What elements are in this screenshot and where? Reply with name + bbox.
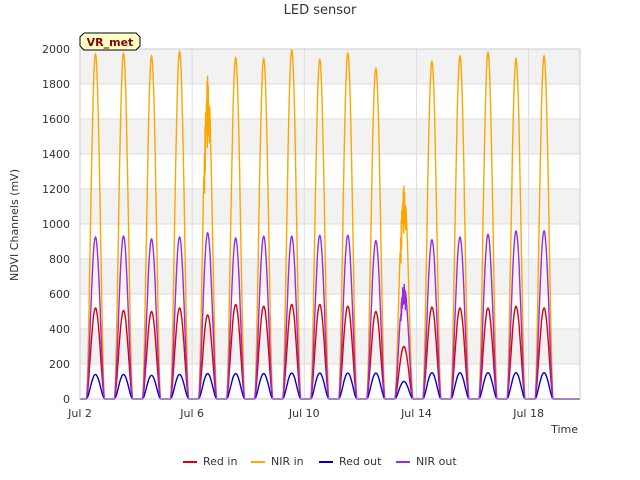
- y-tick-label: 0: [63, 393, 70, 406]
- band: [80, 189, 580, 224]
- y-tick-label: 400: [49, 323, 70, 336]
- legend-entry: NIR in: [271, 455, 304, 468]
- legend-entry: Red in: [203, 455, 237, 468]
- y-tick-label: 200: [49, 358, 70, 371]
- station-badge: VR_met: [79, 32, 141, 51]
- y-tick-label: 600: [49, 288, 70, 301]
- legend-entry: NIR out: [416, 455, 457, 468]
- y-tick-label: 1600: [42, 113, 70, 126]
- x-tick-label: Jul 10: [288, 407, 320, 420]
- y-tick-label: 1400: [42, 148, 70, 161]
- y-tick-label: 1800: [42, 78, 70, 91]
- band: [80, 49, 580, 84]
- x-tick-label: Jul 14: [400, 407, 432, 420]
- chart-title: LED sensor: [284, 3, 357, 18]
- x-tick-label: Jul 18: [512, 407, 544, 420]
- band: [80, 259, 580, 294]
- y-axis-label: NDVI Channels (mV): [8, 169, 21, 281]
- x-tick-label: Jul 6: [179, 407, 204, 420]
- y-tick-label: 800: [49, 253, 70, 266]
- x-tick-label: Jul 2: [67, 407, 92, 420]
- band: [80, 329, 580, 364]
- plot-frame: [79, 48, 581, 400]
- y-tick-label: 1000: [42, 218, 70, 231]
- y-tick-label: 2000: [42, 43, 70, 56]
- band: [80, 119, 580, 154]
- badge-shape: [79, 32, 141, 51]
- y-tick-label: 1200: [42, 183, 70, 196]
- axes: 0 200 400 600 800 1000 1200 1400 1600 1800 2000 Jul…: [42, 43, 581, 420]
- legend: Red in NIR in Red out NIR out: [183, 455, 457, 468]
- x-axis-label: Time: [550, 423, 578, 436]
- badge-label: VR_met: [87, 36, 134, 49]
- legend-entry: Red out: [339, 455, 382, 468]
